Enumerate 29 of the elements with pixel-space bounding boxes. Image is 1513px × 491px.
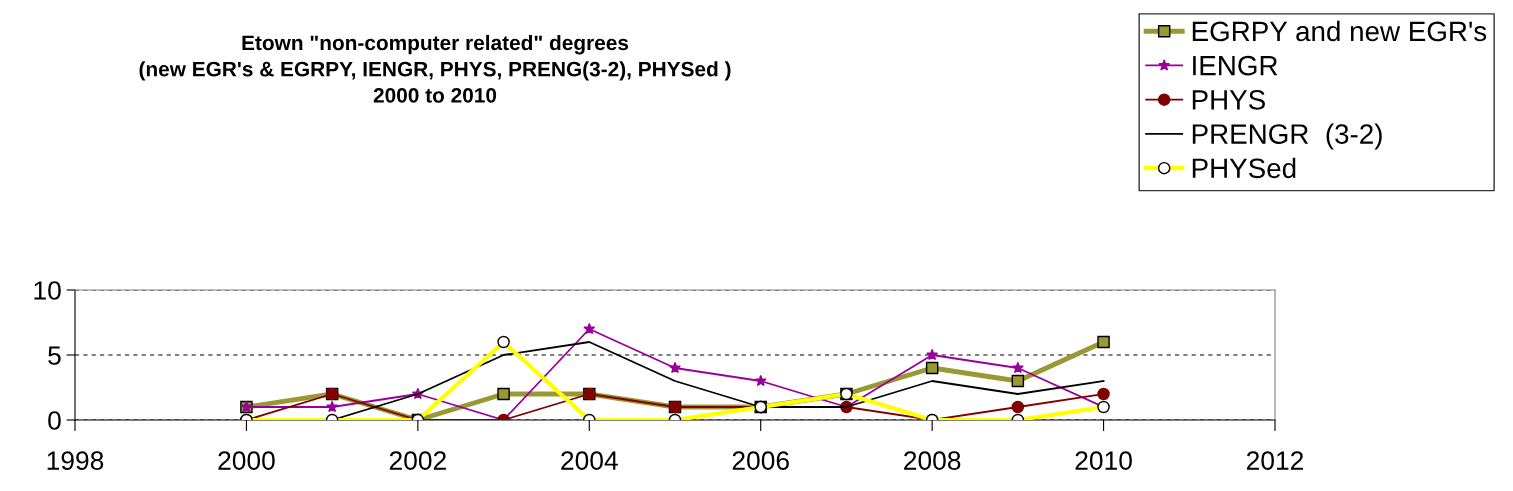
legend-label: IENGR: [1193, 55, 1278, 76]
legend-label: PHYS: [1192, 90, 1265, 110]
x-tick-label: 2010: [1075, 451, 1132, 470]
y-tick-label: 5: [48, 346, 61, 365]
chart-title: Etown "non-computer related" degrees (new EGR's & EGRPY, IENGR, PHYS, PRENG(3-2), PHYSed ) 2000 to 2010: [139, 34, 731, 103]
point: [1011, 361, 1024, 374]
point: [1011, 374, 1025, 388]
x-tick-label: 2000: [218, 451, 275, 470]
x-tick-label: 1998: [47, 451, 104, 470]
point: [326, 400, 339, 413]
y-tick-label: 10: [34, 281, 61, 300]
x-tick-label: 2006: [732, 451, 789, 470]
x-tick-label: 2004: [561, 451, 618, 470]
x-tick-label: 2012: [1246, 451, 1304, 470]
point: [1097, 335, 1110, 349]
x-tick-label: 2008: [904, 451, 961, 470]
point: [583, 322, 596, 335]
legend-label: PRENGR (3-2): [1192, 123, 1382, 150]
point: [1011, 400, 1025, 414]
point: [754, 374, 767, 387]
point: [1097, 387, 1110, 401]
legend-label: EGRPY and new EGR's: [1192, 20, 1487, 42]
legend-label: PHYSed: [1192, 157, 1296, 179]
point: [497, 387, 510, 401]
point: [926, 348, 939, 361]
y-tick-label: 0: [48, 411, 61, 430]
point: [669, 361, 681, 374]
point: [925, 361, 939, 375]
x-tick-label: 2002: [389, 451, 446, 470]
